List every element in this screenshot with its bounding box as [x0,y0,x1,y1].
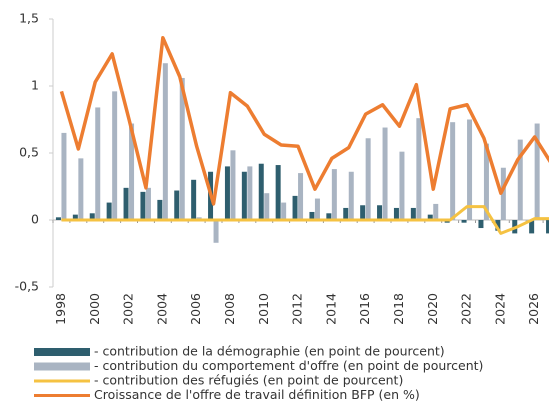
bar [224,166,230,220]
bar [467,119,473,220]
bar [393,207,399,220]
legend-label: - contribution des réfugiés (en point de… [94,373,403,388]
bar [309,211,315,220]
bar [377,205,383,220]
x-tick-label: 2012 [290,293,305,325]
legend-label: - contribution de la démographie (en poi… [94,344,445,359]
line [59,36,549,206]
bar [145,187,151,220]
bar [433,203,439,220]
bar [360,205,366,220]
bar [517,139,523,220]
bar [162,63,168,220]
y-tick-label: 0 [31,212,39,227]
bar [179,77,185,221]
bar [61,132,67,220]
line [61,205,549,235]
bar [326,213,332,220]
bar [331,169,337,220]
bar [534,123,540,220]
x-tick-label: 2014 [323,293,338,325]
bar [410,207,416,220]
x-tick-label: 2026 [526,293,541,325]
x-tick-label: 2004 [154,293,169,325]
x-tick-label: 2008 [222,293,237,325]
x-tick-label: 2000 [87,293,102,325]
bar [529,220,535,234]
bar [478,220,484,229]
bar [55,217,61,220]
y-tick-label: 0,5 [19,145,39,160]
bar [314,198,320,220]
bar [461,220,467,223]
x-tick-label: 2018 [391,293,406,325]
bar [298,173,304,220]
bar [275,165,281,220]
legend-swatch [34,348,90,356]
legend-swatch [34,362,90,371]
y-tick-label: 1 [31,78,39,93]
x-tick-label: 2022 [459,293,474,325]
bar [72,214,78,220]
bar [213,220,219,243]
y-tick-label: 1,5 [19,11,39,26]
bar [129,123,135,220]
bar [106,202,112,220]
legend-label: - contribution du comportement d'offre (… [94,358,483,373]
legend-label: Croissance de l'offre de travail définit… [94,387,420,402]
bar [483,143,489,220]
bar [495,220,501,231]
bar [140,191,146,220]
bar [174,190,180,220]
x-tick-label: 2006 [188,293,203,325]
bar [343,207,349,220]
bar [247,166,253,220]
bar [191,179,197,220]
bar [95,107,101,220]
bar [112,91,118,220]
bar [78,158,84,220]
bar [89,213,95,220]
bar [258,163,264,220]
bar [241,171,247,220]
x-tick-label: 1998 [53,293,68,325]
bar [546,220,549,234]
bar [157,199,163,220]
bar [281,202,287,220]
bar [365,138,371,220]
x-tick-label: 2010 [256,293,271,325]
bar [416,118,422,220]
bar [399,151,405,220]
bar [450,122,456,220]
bar [123,187,129,220]
x-tick-label: 2016 [357,293,372,325]
bar [230,150,236,220]
x-tick-label: 2024 [492,293,507,325]
x-tick-label: 2002 [121,293,136,325]
x-tick-label: 2020 [425,293,440,325]
bar [500,167,506,220]
bar [348,171,354,220]
bar [264,193,270,220]
bar [427,214,433,220]
bar [292,195,298,220]
y-tick-label: -0,5 [15,279,39,294]
bar [382,127,388,220]
